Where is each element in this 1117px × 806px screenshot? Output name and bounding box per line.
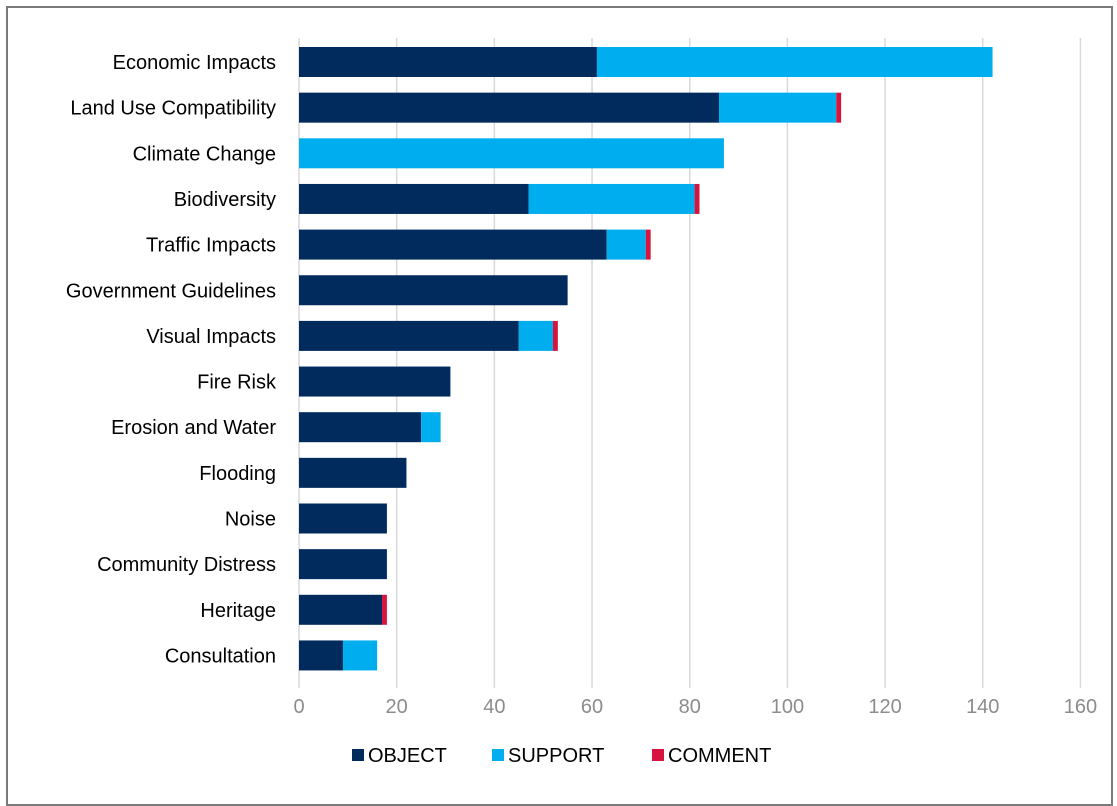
- bar-segment-comment: [552, 320, 558, 351]
- category-label: Climate Change: [133, 143, 276, 165]
- legend: OBJECT SUPPORT COMMENT: [352, 745, 771, 767]
- x-tick-label: 80: [679, 696, 701, 718]
- bar-segment-object: [299, 503, 387, 534]
- bar-segment-support: [528, 183, 695, 214]
- legend-label-comment: COMMENT: [668, 745, 771, 767]
- bar-segment-object: [299, 594, 383, 625]
- category-label: Heritage: [200, 600, 276, 622]
- category-label: Flooding: [199, 463, 276, 485]
- category-label: Land Use Compatibility: [70, 98, 276, 120]
- bar-segment-object: [299, 275, 568, 306]
- bar-segment-support: [606, 229, 646, 260]
- bar-segment-object: [299, 320, 519, 351]
- bar-segment-comment: [836, 92, 842, 123]
- bar-segment-object: [299, 412, 422, 443]
- bar-segment-comment: [645, 229, 651, 260]
- bar-segment-object: [299, 366, 451, 397]
- gridlines: [298, 38, 1082, 688]
- category-label: Consultation: [165, 645, 276, 667]
- bar-segment-object: [299, 640, 343, 671]
- category-label: Economic Impacts: [113, 52, 276, 74]
- bar-segment-object: [299, 229, 607, 260]
- x-tick-label: 100: [771, 696, 804, 718]
- bar-segment-support: [719, 92, 837, 123]
- legend-label-support: SUPPORT: [508, 745, 604, 767]
- category-label: Erosion and Water: [111, 417, 276, 439]
- category-label: Government Guidelines: [66, 280, 276, 302]
- x-tick-label: 140: [966, 696, 999, 718]
- x-tick-label: 20: [386, 696, 408, 718]
- x-tick-label: 0: [293, 696, 304, 718]
- bar-segment-support: [421, 412, 441, 443]
- category-label: Visual Impacts: [146, 326, 276, 348]
- x-tick-labels: 0 20 40 60 80 100 120 140 160: [293, 696, 1097, 718]
- bar-segment-support: [299, 138, 724, 169]
- category-labels: Economic Impacts Land Use Compatibility Cl…: [66, 52, 277, 667]
- bar-segment-object: [299, 47, 597, 77]
- bar-segment-object: [299, 549, 387, 580]
- x-tick-label: 120: [868, 696, 901, 718]
- bar-segment-comment: [382, 594, 387, 625]
- category-label: Noise: [225, 509, 276, 531]
- bar-segment-comment: [694, 183, 700, 214]
- x-tick-label: 160: [1064, 696, 1097, 718]
- legend-label-object: OBJECT: [368, 745, 447, 767]
- category-label: Biodiversity: [174, 189, 276, 211]
- bar-segment-object: [299, 457, 407, 488]
- x-tick-label: 40: [483, 696, 505, 718]
- category-label: Traffic Impacts: [146, 235, 276, 257]
- category-label: Community Distress: [97, 554, 276, 576]
- bars: [299, 47, 993, 671]
- bar-segment-object: [299, 92, 720, 123]
- bar-segment-support: [342, 640, 378, 671]
- stacked-bar-chart: Economic Impacts Land Use Compatibility Cl…: [66, 38, 1097, 767]
- bar-segment-support: [596, 47, 993, 77]
- legend-swatch-object: [352, 749, 364, 761]
- category-label: Fire Risk: [197, 372, 277, 394]
- x-tick-label: 60: [581, 696, 603, 718]
- bar-segment-support: [518, 320, 553, 351]
- legend-swatch-support: [492, 749, 504, 761]
- legend-swatch-comment: [652, 749, 664, 761]
- bar-segment-object: [299, 183, 529, 214]
